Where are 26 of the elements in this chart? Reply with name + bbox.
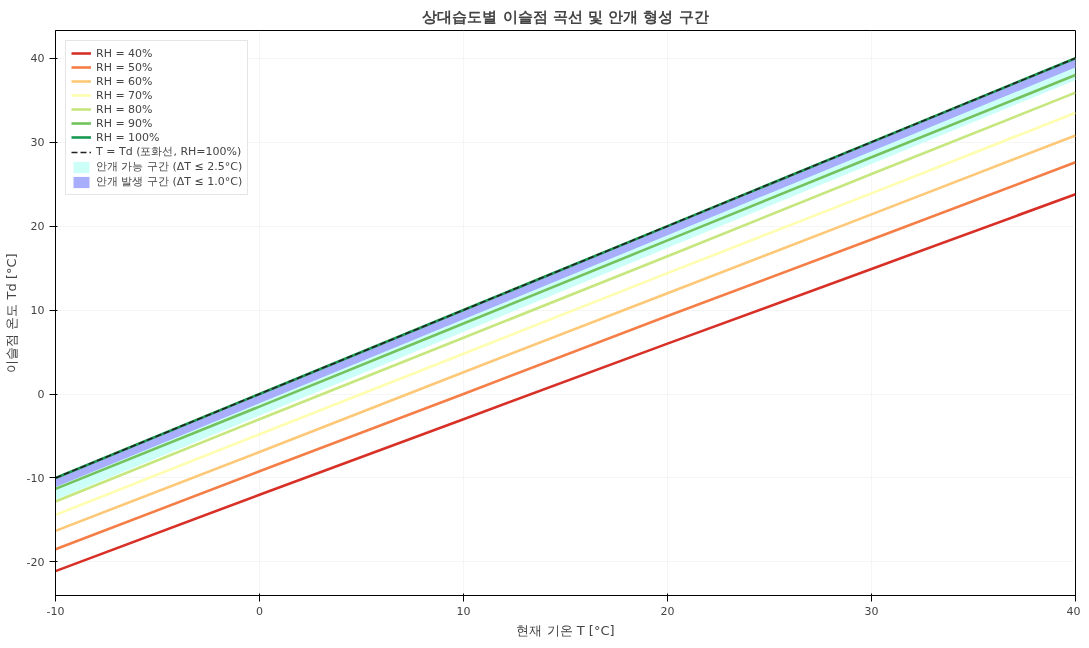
legend-label: 안개 발생 구간 (ΔT ≤ 1.0°C) [96, 174, 243, 189]
legend-label: RH = 80% [96, 102, 153, 116]
x-tick-label: 30 [864, 604, 879, 618]
legend-label: RH = 90% [96, 116, 153, 130]
y-tick-label: -10 [26, 471, 45, 485]
x-axis-title: 현재 기온 T [°C] [516, 622, 615, 638]
legend-label: RH = 50% [96, 60, 153, 74]
legend-label: T = Td (포화선, RH=100%) [96, 144, 242, 159]
y-tick-label: 40 [30, 52, 45, 66]
x-tick-label: 40 [1066, 604, 1081, 618]
y-axis-title: 이슬점 온도 Td [°C] [3, 253, 19, 373]
legend-label: 안개 가능 구간 (ΔT ≤ 2.5°C) [96, 159, 243, 174]
y-tick-label: 10 [30, 304, 45, 318]
y-tick-label: 0 [37, 388, 45, 402]
x-tick-label: 0 [256, 604, 263, 618]
y-tick-label: -20 [26, 555, 45, 569]
x-tick-label: -10 [46, 604, 65, 618]
y-tick-label: 20 [30, 220, 45, 234]
legend-label: RH = 40% [96, 46, 153, 60]
x-tick-label: 10 [456, 604, 471, 618]
x-tick-label: 20 [660, 604, 675, 618]
legend-label: RH = 70% [96, 88, 153, 102]
legend-label: RH = 100% [96, 130, 160, 144]
legend-label: RH = 60% [96, 74, 153, 88]
chart-title: 상대습도별 이슬점 곡선 및 안개 형성 구간 [422, 7, 709, 26]
y-tick-label: 30 [30, 136, 45, 150]
